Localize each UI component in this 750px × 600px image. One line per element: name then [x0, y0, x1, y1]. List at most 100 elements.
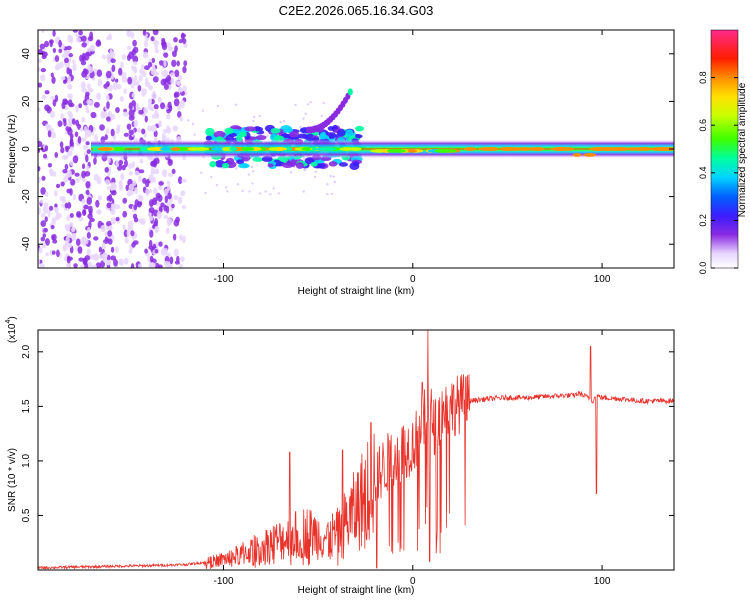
faint-dot — [289, 171, 293, 174]
noise-blob — [173, 91, 180, 98]
noise-blob — [174, 80, 181, 85]
noise-blob — [51, 131, 57, 139]
noise-blob — [106, 202, 112, 209]
noise-blob — [60, 147, 65, 154]
noise-blob — [180, 190, 186, 197]
noise-blob — [104, 134, 108, 141]
noise-blob — [151, 92, 157, 100]
noise-blob — [178, 263, 183, 268]
noise-blob — [38, 258, 41, 265]
snr-y-tick-label: 0.5 — [21, 508, 32, 522]
snr-multiplier-exp: 4 — [5, 320, 12, 324]
noise-blob — [153, 40, 160, 46]
faint-dot — [226, 190, 229, 193]
noise-blob — [154, 42, 158, 50]
faint-dot — [200, 171, 203, 174]
noise-blob — [64, 154, 69, 160]
noise-blob — [123, 257, 129, 265]
noise-blob — [91, 264, 97, 268]
noise-blob — [137, 194, 144, 202]
faint-dot — [258, 114, 262, 118]
noise-blob — [182, 204, 186, 210]
noise-blob — [75, 119, 80, 127]
noise-blob — [69, 160, 74, 167]
noise-blob — [47, 130, 52, 138]
noise-blob — [64, 163, 69, 170]
noise-blob — [148, 199, 154, 208]
noise-blob — [45, 123, 50, 129]
main-band-core — [637, 147, 653, 151]
noise-blob — [106, 86, 113, 91]
noise-blob — [68, 112, 73, 118]
faint-dot — [251, 170, 255, 173]
faint-dot — [332, 175, 335, 178]
noise-blob — [133, 66, 138, 74]
main-band-core — [113, 147, 122, 151]
spread-blob — [337, 129, 346, 137]
faint-dot — [313, 175, 317, 179]
spread-blob — [352, 161, 360, 167]
faint-dot — [282, 119, 286, 123]
faint-dot — [302, 190, 305, 193]
noise-blob — [122, 224, 126, 231]
noise-blob — [157, 264, 163, 268]
spectrogram-y-tick-label: -40 — [21, 237, 32, 252]
noise-blob — [163, 214, 169, 220]
noise-blob — [80, 35, 87, 42]
noise-blob — [41, 213, 46, 218]
noise-blob — [96, 39, 101, 46]
main-band-core — [527, 147, 544, 151]
noise-blob — [106, 35, 112, 41]
noise-blob — [112, 82, 119, 91]
noise-blob — [76, 211, 82, 217]
noise-blob — [167, 192, 172, 200]
snr-y-label: SNR (10 * v/v) — [7, 448, 18, 512]
noise-blob — [82, 144, 89, 150]
noise-blob — [52, 98, 57, 107]
faint-dot — [277, 192, 280, 195]
noise-blob — [155, 192, 161, 199]
noise-blob — [66, 67, 70, 75]
noise-blob — [166, 180, 171, 185]
faint-dot — [269, 193, 272, 196]
main-band-core — [240, 147, 255, 151]
faint-dot — [248, 190, 251, 193]
noise-blob — [173, 98, 180, 107]
noise-blob — [140, 64, 145, 70]
noise-blob — [176, 255, 180, 263]
noise-blob — [93, 157, 97, 165]
noise-blob — [133, 74, 138, 82]
noise-blob — [106, 185, 112, 191]
noise-blob — [104, 166, 109, 173]
spread-blob — [229, 132, 237, 138]
noise-blob — [83, 68, 87, 74]
faint-dot — [234, 103, 238, 106]
noise-blob — [62, 79, 67, 84]
noise-blob — [42, 205, 49, 214]
noise-blob — [59, 195, 64, 202]
noise-blob — [141, 128, 146, 135]
noise-blob — [68, 243, 73, 248]
faint-dot — [306, 103, 310, 106]
noise-blob — [110, 190, 117, 196]
noise-blob — [44, 191, 49, 197]
noise-blob — [56, 249, 60, 258]
noise-blob — [41, 30, 45, 33]
noise-blob — [161, 247, 166, 255]
noise-blob — [127, 220, 134, 229]
noise-blob — [138, 109, 144, 115]
noise-blob — [147, 125, 153, 132]
noise-blob — [182, 85, 187, 93]
noise-blob — [151, 57, 156, 64]
faint-dot — [193, 133, 196, 136]
noise-blob — [114, 246, 119, 253]
faint-dot — [309, 101, 312, 104]
colorbar-tick-label: 0.6 — [698, 119, 708, 132]
noise-blob — [67, 93, 73, 99]
noise-blob — [128, 109, 135, 117]
noise-blob — [183, 60, 188, 67]
noise-blob — [62, 118, 67, 123]
noise-blob — [39, 43, 45, 50]
noise-blob — [67, 264, 71, 268]
